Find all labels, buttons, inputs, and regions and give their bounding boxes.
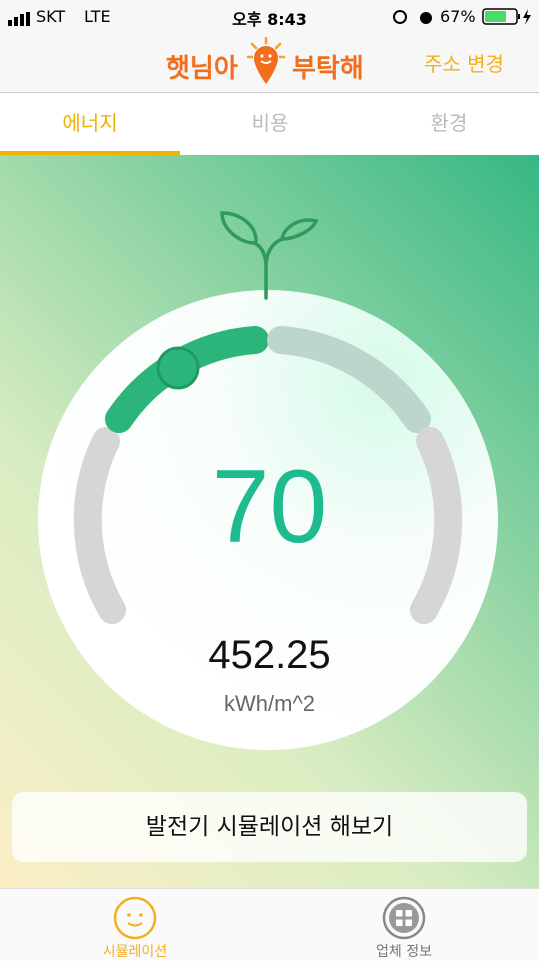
gauge-graphic [38,211,498,750]
battery-level: 67% [440,7,476,26]
simulation-button[interactable]: 발전기 시뮬레이션 해보기 [12,792,527,862]
gauge-circle [38,290,498,750]
sprout [220,211,319,300]
gauge-segment [410,427,463,624]
logo-text: 햇님아 [166,54,238,84]
score: 70 [211,449,328,565]
bottom-nav: 시뮬레이션 업체 정보 [0,888,539,961]
header: 햇님아 부탁해 주소 변경 [0,32,539,92]
tab-indicator [0,151,180,155]
carrier: SKT [36,7,66,26]
tab[interactable]: 에너지 [62,111,118,135]
network: LTE [84,7,111,26]
signal-icon [8,12,30,26]
company-icon[interactable] [381,895,427,941]
simulation-icon[interactable] [112,895,158,941]
status-icons [393,10,432,24]
gauge-segment [73,427,126,624]
tab-bar: 에너지 비용 환경 [0,92,539,156]
tab[interactable]: 비용 [251,111,289,135]
time: 오후 8:43 [232,10,307,29]
energy-unit: kWh/m^2 [224,691,315,716]
energy-value: 452.25 [208,633,331,677]
tab[interactable]: 환경 [430,111,468,135]
address-button[interactable]: 주소 변경 [424,52,504,76]
content: 70 452.25 kWh/m^2 발전기 시뮬레이션 해보기 [0,155,539,888]
battery-icon [482,8,531,25]
nav-label[interactable]: 업체 정보 [376,944,432,960]
logo-text: 부탁해 [292,54,364,84]
gauge-segment [267,326,431,433]
logo-icon [246,36,286,84]
gauge-knob [156,346,200,390]
nav-label[interactable]: 시뮬레이션 [102,944,168,960]
